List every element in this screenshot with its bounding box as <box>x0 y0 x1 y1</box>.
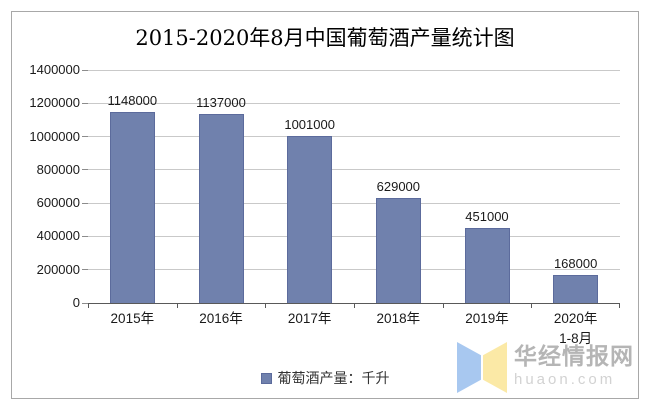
bar-value-label: 629000 <box>376 179 421 195</box>
watermark-text: 华经情报网 huaon.com <box>514 341 634 394</box>
plot-area: 1148000 1137000 1001000 629000 451000 168000 <box>82 69 620 308</box>
bar-value-label: 1137000 <box>196 94 246 110</box>
bar-value-label: 1001000 <box>284 117 335 133</box>
bar <box>553 275 599 303</box>
bar <box>198 113 244 303</box>
watermark-domain: huaon.com <box>514 371 616 388</box>
gridline <box>88 169 620 171</box>
x-tick-label: 2017年 <box>287 311 332 326</box>
y-tick <box>82 235 88 237</box>
y-tick <box>82 169 88 171</box>
chart-title: 2015-2020年8月中国葡萄酒产量统计图 <box>135 26 515 50</box>
x-axis: 2015年 2016年 2017年 2018年 2019年 2020年 1-8月 <box>88 311 620 355</box>
x-tick-label: 2018年 <box>376 311 421 326</box>
x-tick <box>531 303 533 308</box>
y-tick <box>82 102 88 104</box>
y-tick-label: 400000 <box>36 228 80 244</box>
gridline <box>88 269 620 271</box>
y-axis: 0 200000 400000 600000 800000 1000000 1200000 1… <box>0 63 80 310</box>
x-tick-label: 2016年 <box>199 311 243 326</box>
gridline <box>88 136 620 138</box>
huaon-logo-icon <box>457 341 507 394</box>
legend: 葡萄酒产量：千升 <box>0 368 650 388</box>
x-tick <box>88 303 89 308</box>
bar-value-label: 168000 <box>553 256 598 272</box>
legend-label: 葡萄酒产量：千升 <box>277 370 390 386</box>
x-tick-label: 2019年 <box>465 311 509 326</box>
bar <box>287 136 333 303</box>
x-tick <box>442 303 444 308</box>
y-tick <box>82 269 88 271</box>
y-tick-label: 1000000 <box>29 128 80 144</box>
watermark: 华经情报网 huaon.com <box>457 341 634 394</box>
bar <box>375 198 421 303</box>
x-tick <box>176 303 178 308</box>
x-tick <box>265 303 267 308</box>
x-tick-label: 2020年 1-8月 <box>553 311 598 346</box>
y-tick-label: 1400000 <box>29 62 80 77</box>
y-tick-label: 600000 <box>36 195 80 211</box>
legend-marker-icon <box>260 372 272 384</box>
bar-value-label: 451000 <box>465 208 509 224</box>
y-tick-label: 200000 <box>36 261 80 277</box>
x-tick-label: 2015年 <box>110 311 155 326</box>
y-tick <box>82 69 88 71</box>
y-tick-label: 1200000 <box>29 95 80 111</box>
y-tick-label: 0 <box>72 295 80 310</box>
bar-value-label: 1148000 <box>107 92 158 108</box>
gridline <box>88 102 620 104</box>
y-tick <box>82 136 88 138</box>
y-tick-label: 800000 <box>36 161 80 177</box>
bar <box>109 111 155 303</box>
y-tick <box>82 202 88 204</box>
y-tick <box>82 302 88 304</box>
watermark-brand: 华经情报网 <box>514 343 634 369</box>
x-tick <box>619 303 620 308</box>
x-tick <box>354 303 355 308</box>
gridline <box>88 202 620 204</box>
bar <box>464 227 510 303</box>
gridline <box>88 69 620 71</box>
chart-outer-border <box>11 11 639 399</box>
gridline <box>88 235 620 237</box>
